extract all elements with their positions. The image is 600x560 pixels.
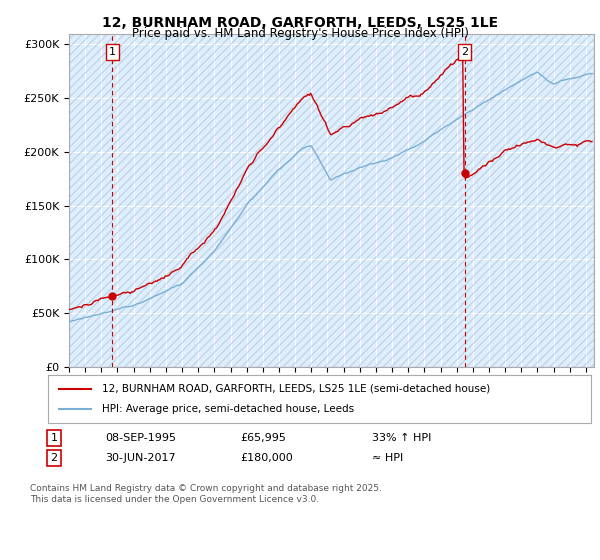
Text: 08-SEP-1995: 08-SEP-1995 [105, 433, 176, 443]
Text: Price paid vs. HM Land Registry's House Price Index (HPI): Price paid vs. HM Land Registry's House … [131, 27, 469, 40]
Text: £65,995: £65,995 [240, 433, 286, 443]
Text: 12, BURNHAM ROAD, GARFORTH, LEEDS, LS25 1LE (semi-detached house): 12, BURNHAM ROAD, GARFORTH, LEEDS, LS25 … [103, 384, 491, 394]
Text: 12, BURNHAM ROAD, GARFORTH, LEEDS, LS25 1LE: 12, BURNHAM ROAD, GARFORTH, LEEDS, LS25 … [102, 16, 498, 30]
Text: 1: 1 [50, 433, 58, 443]
Text: £180,000: £180,000 [240, 453, 293, 463]
Text: 30-JUN-2017: 30-JUN-2017 [105, 453, 176, 463]
Text: ≈ HPI: ≈ HPI [372, 453, 403, 463]
Text: 1: 1 [109, 47, 116, 57]
Text: 2: 2 [50, 453, 58, 463]
Text: 2: 2 [461, 47, 468, 57]
Text: 33% ↑ HPI: 33% ↑ HPI [372, 433, 431, 443]
Text: HPI: Average price, semi-detached house, Leeds: HPI: Average price, semi-detached house,… [103, 404, 355, 414]
Bar [69, 34, 594, 367]
Text: Contains HM Land Registry data © Crown copyright and database right 2025.
This d: Contains HM Land Registry data © Crown c… [30, 484, 382, 504]
